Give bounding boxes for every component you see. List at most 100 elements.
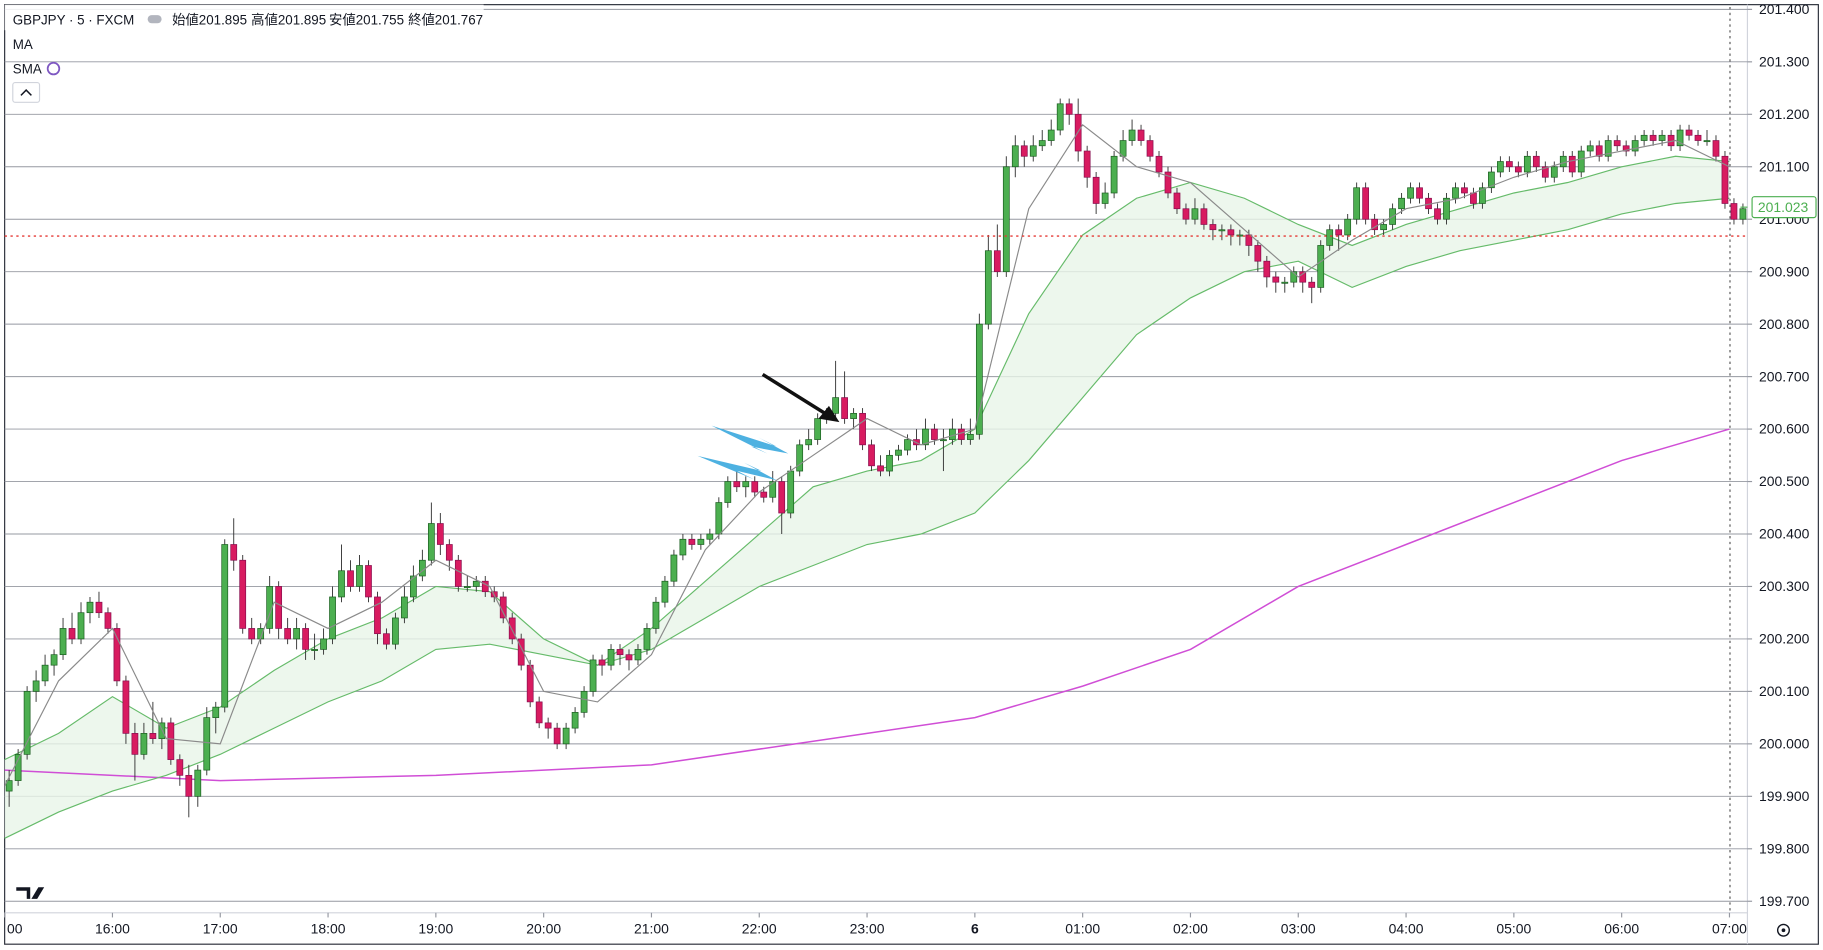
candle-body — [1703, 140, 1711, 143]
candle-body — [185, 774, 193, 797]
candle-body — [1685, 129, 1693, 136]
candle-body — [445, 544, 453, 561]
header-bg — [4, 4, 484, 31]
x-tick-label: 17:00 — [203, 921, 238, 937]
candle-body — [113, 628, 121, 682]
candle-body — [239, 559, 247, 629]
black-arrow-head — [818, 405, 840, 423]
candle-body — [1434, 208, 1441, 220]
y-tick-label: 201.200 — [1759, 106, 1810, 122]
candle-body — [320, 638, 327, 650]
candle-body — [1577, 150, 1585, 173]
candle-body — [706, 533, 714, 540]
candle-body — [535, 701, 543, 724]
indicator[interactable]: SMA — [13, 61, 42, 76]
candle-body — [1191, 208, 1199, 220]
x-tick-label: 19:00 — [418, 921, 453, 937]
candle-body — [122, 680, 130, 734]
candle-body — [95, 601, 103, 614]
candle-body — [356, 565, 363, 587]
candle-body — [41, 664, 49, 682]
candle-body — [1335, 229, 1343, 236]
candle-body — [293, 628, 300, 640]
x-tick-label: 02:00 — [1173, 921, 1208, 937]
candle-body — [877, 465, 884, 472]
candle-body — [1550, 166, 1558, 178]
candle-body — [805, 439, 813, 446]
x-tick-label: 18:00 — [311, 921, 346, 937]
candle-body — [1595, 145, 1603, 157]
candle-body — [1164, 171, 1172, 194]
candle-body — [940, 439, 947, 442]
candle-body — [1497, 161, 1504, 173]
indicator[interactable]: MA — [13, 37, 33, 52]
candle-body — [1110, 155, 1118, 194]
ma-band — [4, 156, 1730, 839]
candle-body — [203, 717, 211, 771]
candle-body — [1658, 134, 1666, 141]
candle-body — [1029, 145, 1037, 157]
candle-body — [616, 649, 624, 656]
x-tick-label: 03:00 — [1281, 921, 1316, 937]
candle-body — [769, 481, 777, 498]
candle-body — [1155, 155, 1163, 173]
candle-body — [832, 397, 839, 414]
x-tick-label: 21:00 — [634, 921, 669, 937]
candle-body — [661, 580, 669, 603]
candle-body — [176, 759, 184, 776]
y-tick-label: 200.000 — [1759, 736, 1810, 752]
candle-body — [1011, 145, 1019, 168]
candle-body — [868, 444, 875, 467]
candle-body — [1218, 229, 1226, 232]
candle-body — [284, 628, 291, 640]
collapse-button[interactable] — [12, 81, 41, 103]
candle-body — [796, 444, 804, 472]
candle-body — [436, 523, 444, 545]
candle-body — [715, 502, 723, 535]
candle-body — [787, 470, 795, 514]
candle-body — [1505, 161, 1513, 168]
blue-arrow — [711, 425, 789, 454]
y-tick-label: 201.300 — [1759, 53, 1810, 69]
candle-body — [975, 323, 983, 435]
collapse-icon — [20, 89, 32, 96]
candle-body — [1568, 155, 1576, 173]
candle-body — [526, 664, 534, 703]
y-tick-label: 200.500 — [1759, 473, 1810, 489]
candle-body — [1083, 150, 1091, 178]
candle-body — [1281, 281, 1289, 284]
candle-body — [1056, 103, 1064, 131]
candle-body — [481, 580, 489, 593]
candle-body — [59, 628, 67, 656]
candle-body — [419, 559, 426, 577]
candle-body — [949, 428, 956, 440]
candle-body — [1227, 229, 1235, 236]
candle-body — [1604, 140, 1612, 157]
y-tick-label: 200.400 — [1759, 526, 1810, 542]
x-tick-label: 16:00 — [95, 921, 130, 937]
candle-body — [984, 250, 992, 325]
y-tick-label: 200.100 — [1759, 683, 1810, 699]
x-tick-label: 23:00 — [850, 921, 885, 937]
candle-body — [472, 580, 480, 587]
candle-body — [562, 727, 570, 745]
candle-body — [1020, 145, 1028, 157]
candle-body — [589, 659, 597, 692]
candle-body — [1092, 176, 1100, 204]
candle-body — [5, 780, 13, 792]
logo — [16, 887, 45, 899]
last-price-box — [1751, 196, 1817, 219]
candle-body — [1452, 187, 1459, 199]
candle-body — [1380, 224, 1387, 231]
plot — [4, 8, 1748, 902]
candle-body — [1443, 197, 1450, 220]
settings-icon[interactable] — [1776, 923, 1790, 937]
candle-body — [966, 433, 974, 440]
candle-body — [221, 544, 229, 708]
ma-line — [4, 428, 1730, 782]
settings-icon-dot — [1781, 928, 1786, 933]
candle-body — [383, 633, 390, 645]
refresh-icon[interactable] — [46, 61, 61, 76]
